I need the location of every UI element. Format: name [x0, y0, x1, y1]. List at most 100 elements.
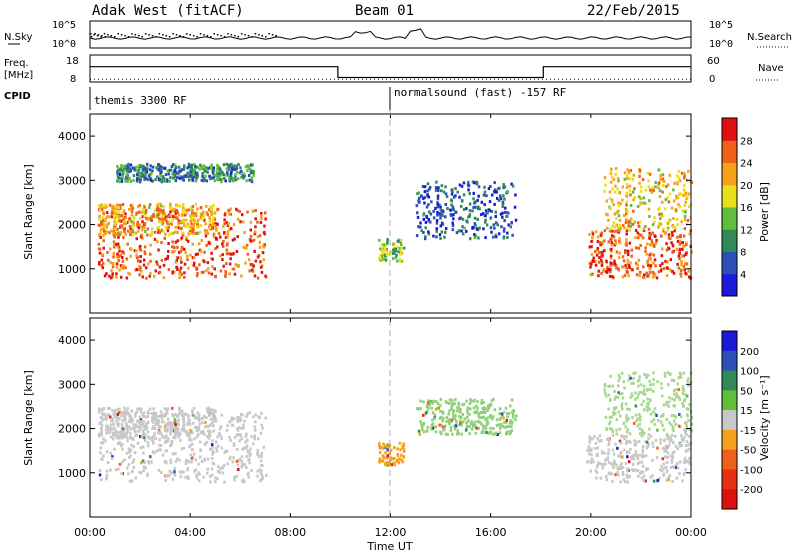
echo-cell: [452, 213, 455, 217]
echo-cell: [626, 407, 629, 411]
echo-cell: [186, 239, 190, 243]
echo-cell: [603, 249, 606, 253]
echo-cell: [116, 408, 120, 411]
echo-cell: [649, 475, 653, 479]
echo-cell: [607, 437, 611, 441]
echo-cell: [252, 442, 255, 446]
echo-cell: [474, 205, 477, 209]
echo-cell: [99, 231, 103, 235]
echo-cell: [121, 259, 125, 263]
echo-cell: [677, 266, 681, 270]
echo-cell: [634, 261, 638, 265]
echo-cell: [242, 172, 246, 176]
echo-cell: [212, 429, 215, 433]
echo-cell: [634, 449, 638, 453]
echo-cell: [187, 413, 190, 417]
echo-cell: [139, 216, 142, 220]
echo-cell: [139, 471, 143, 475]
echo-cell: [446, 432, 449, 436]
echo-cell: [170, 427, 173, 431]
echo-cell: [162, 179, 166, 183]
echo-cell: [157, 448, 161, 452]
echo-cell: [650, 243, 653, 247]
echo-cell: [667, 475, 670, 479]
echo-cell: [630, 394, 634, 398]
echo-cell: [141, 422, 144, 426]
echo-cell: [122, 221, 126, 225]
echo-cell: [249, 234, 253, 238]
echo-cell: [615, 217, 618, 221]
echo-cell: [494, 432, 498, 435]
echo-cell: [637, 224, 640, 228]
nsearch-point: [275, 35, 277, 37]
echo-cell: [118, 180, 122, 184]
echo-cell: [419, 225, 422, 229]
echo-cell: [638, 233, 641, 237]
echo-cell: [162, 211, 165, 215]
echo-cell: [658, 477, 661, 481]
echo-cell: [670, 378, 674, 382]
echo-cell: [166, 169, 169, 173]
echo-cell: [659, 468, 662, 472]
echo-cell: [434, 186, 438, 189]
echo-cell: [243, 480, 246, 484]
echo-cell: [439, 397, 443, 401]
echo-cell: [608, 229, 612, 233]
echo-cell: [257, 437, 260, 441]
echo-cell: [651, 231, 654, 235]
echo-cell: [171, 477, 175, 481]
echo-cell: [675, 476, 679, 480]
echo-cell: [117, 217, 121, 221]
echo-cell: [98, 251, 102, 255]
echo-cell: [651, 223, 655, 227]
echo-cell: [234, 173, 237, 177]
echo-cell: [615, 463, 618, 467]
echo-cell: [212, 235, 216, 239]
echo-cell: [614, 242, 618, 246]
echo-cell: [476, 420, 480, 423]
echo-cell: [184, 173, 188, 177]
echo-cell: [97, 242, 100, 246]
echo-cell: [390, 463, 394, 467]
echo-cell: [644, 201, 647, 205]
echo-cell: [157, 419, 160, 423]
echo-cell: [671, 243, 675, 247]
time-axis: 00:00 04:00 08:00 12:00 16:00 20:00 00:00: [74, 114, 707, 539]
echo-cell: [101, 441, 105, 445]
echo-cell: [679, 414, 683, 418]
echo-cell: [193, 469, 196, 473]
echo-cell: [633, 220, 637, 224]
nave-label: Nave: [758, 63, 784, 74]
echo-cell: [123, 416, 127, 420]
echo-cell: [507, 412, 511, 416]
echo-cell: [224, 270, 227, 273]
echo-cell: [463, 417, 467, 421]
echo-cell: [199, 249, 203, 253]
echo-cell: [126, 169, 129, 172]
echo-cell: [681, 439, 684, 443]
echo-cell: [684, 200, 687, 204]
echo-cell: [626, 210, 629, 213]
echo-cell: [605, 199, 608, 203]
echo-cell: [186, 466, 189, 470]
echo-cell: [248, 269, 251, 273]
echo-cell: [160, 433, 164, 437]
echo-cell: [638, 375, 641, 379]
echo-cell: [450, 406, 453, 410]
echo-cell: [188, 435, 191, 439]
echo-cell: [634, 246, 638, 250]
echo-cell: [263, 211, 267, 215]
echo-cell: [473, 222, 477, 226]
echo-cell: [177, 418, 181, 422]
echo-cell: [453, 417, 456, 421]
echo-cell: [243, 419, 246, 423]
echo-cell: [393, 446, 396, 449]
echo-cell: [614, 395, 618, 399]
echo-cell: [235, 167, 238, 170]
echo-cell: [666, 437, 670, 441]
echo-cell: [617, 225, 620, 229]
echo-cell: [247, 471, 250, 475]
echo-cell: [507, 424, 510, 428]
echo-cell: [171, 271, 174, 275]
echo-cell: [124, 212, 127, 216]
